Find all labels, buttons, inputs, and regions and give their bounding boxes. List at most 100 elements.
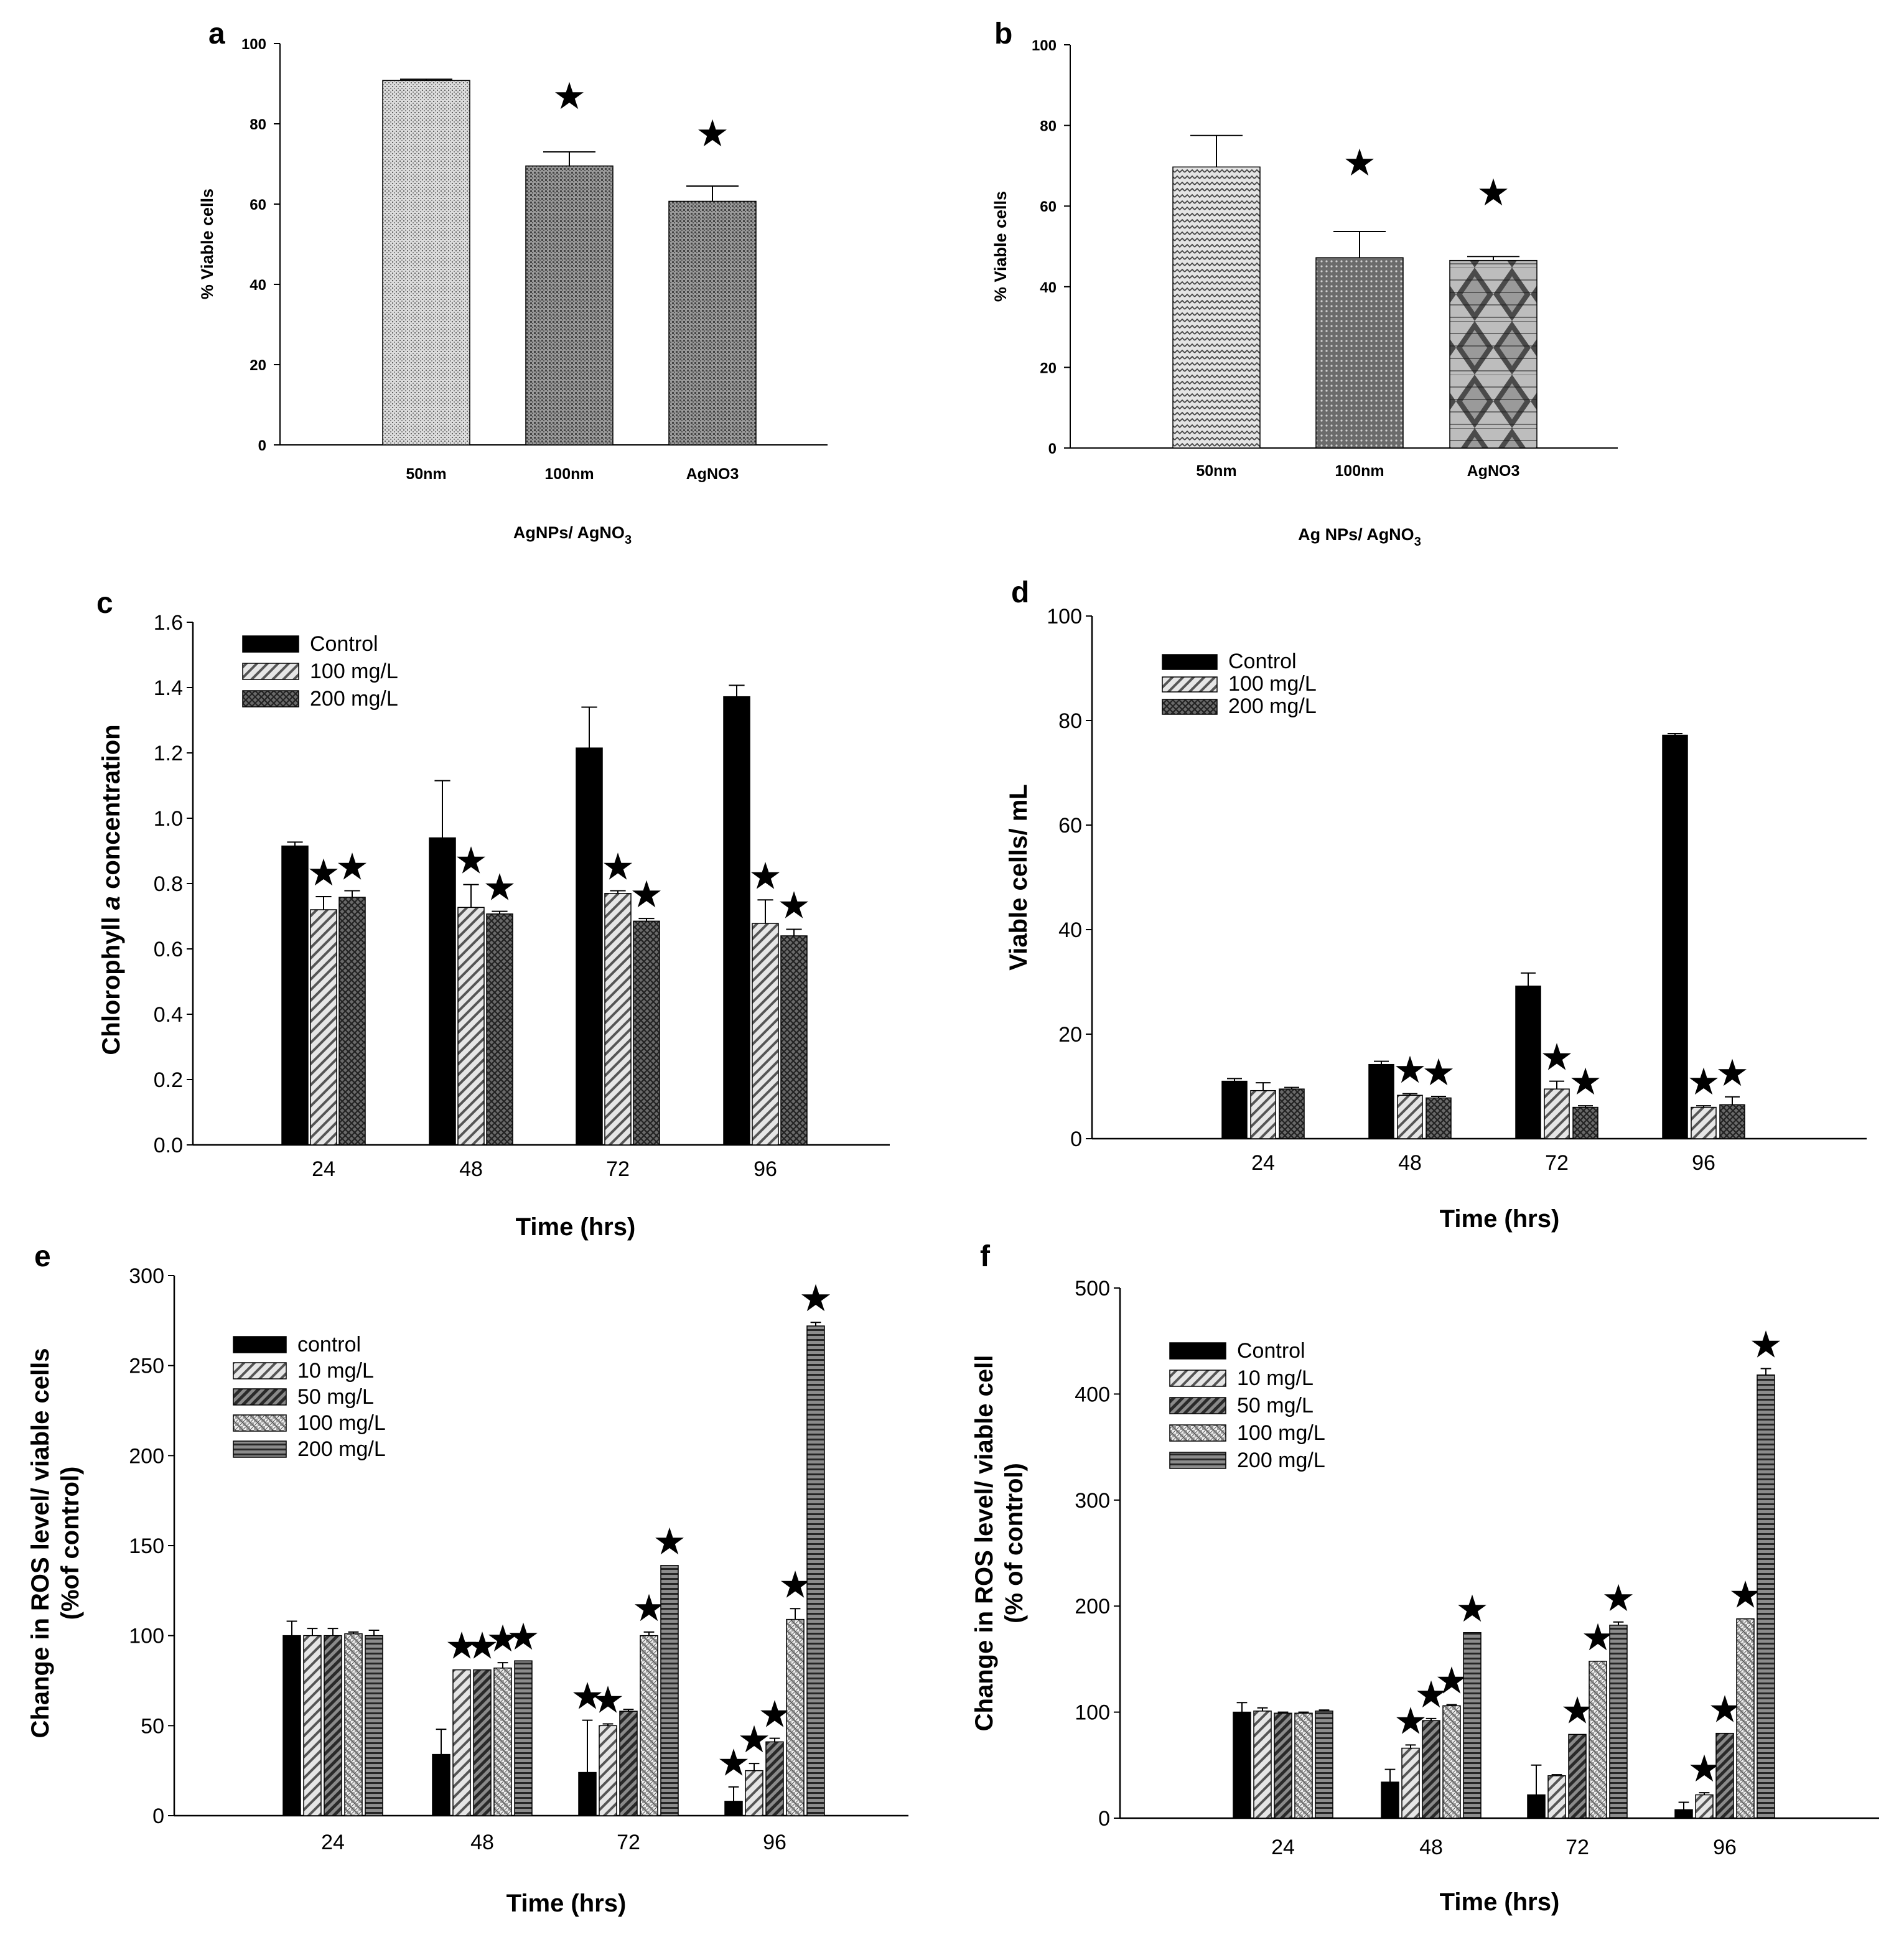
bar — [604, 893, 632, 1146]
x-tick-label: 48 — [1398, 1151, 1422, 1175]
significance-star: ★ — [1561, 1689, 1594, 1731]
legend-swatch — [233, 1388, 287, 1406]
legend-swatch — [1169, 1397, 1226, 1414]
significance-star: ★ — [454, 840, 488, 882]
panel-c-label: c — [96, 587, 113, 620]
panel-e-y-axis-title-2: (%of control) — [57, 1467, 84, 1620]
y-tick-label: 200 — [1075, 1595, 1110, 1618]
y-tick-label: 40 — [1040, 279, 1057, 296]
y-tick-label: 250 — [129, 1355, 164, 1378]
bar — [599, 1725, 617, 1816]
bar — [806, 1325, 825, 1816]
significance-star: ★ — [1343, 142, 1376, 184]
significance-star: ★ — [591, 1679, 625, 1720]
panel-e-y-ticks: 0 50 100 150 200 250 300 — [129, 1264, 174, 1828]
x-tick-label: 72 — [617, 1831, 640, 1854]
bar — [640, 1635, 658, 1816]
y-tick-label: 60 — [250, 197, 266, 213]
x-tick-label: 100nm — [1335, 462, 1384, 480]
bar — [452, 1669, 471, 1816]
legend-swatch — [1162, 676, 1218, 693]
x-tick-label: 72 — [606, 1157, 630, 1181]
panel-d-y-ticks: 0 20 40 60 80 100 — [1047, 605, 1092, 1151]
bar — [473, 1669, 492, 1816]
x-tick-label: 24 — [1271, 1836, 1295, 1859]
panel-f-legend: Control 10 mg/L 50 mg/L 100 mg/L 200 mg/L — [1169, 1339, 1325, 1472]
y-tick-label: 20 — [250, 357, 266, 374]
significance-star: ★ — [1455, 1588, 1489, 1630]
bar — [1426, 1097, 1452, 1139]
significance-star: ★ — [630, 874, 663, 915]
y-tick-label: 1.2 — [154, 742, 183, 765]
bar — [432, 1753, 450, 1816]
significance-star: ★ — [777, 885, 811, 926]
significance-star: ★ — [1569, 1061, 1602, 1103]
significance-star: ★ — [1422, 1052, 1455, 1093]
bar — [1547, 1775, 1566, 1819]
bar — [1397, 1095, 1423, 1139]
significance-star: ★ — [653, 1521, 686, 1562]
y-tick-label: 20 — [1058, 1023, 1082, 1047]
bar — [493, 1667, 512, 1816]
significance-star: ★ — [737, 1719, 771, 1760]
panel-a-label: a — [208, 17, 225, 50]
y-tick-label: 0.0 — [154, 1134, 183, 1157]
y-tick-label: 100 — [1047, 605, 1082, 628]
significance-star: ★ — [1687, 1061, 1720, 1103]
x-tick-label: 96 — [763, 1831, 786, 1854]
bar — [514, 1660, 533, 1816]
x-tick-label: 50nm — [1196, 462, 1236, 480]
bar — [1544, 1088, 1570, 1139]
legend-swatch — [1169, 1452, 1226, 1469]
panel-d-x-axis-title: Time (hrs) — [1440, 1205, 1560, 1233]
y-tick-label: 100 — [241, 36, 266, 53]
panel-b-y-ticks: 0 20 40 60 80 100 — [1032, 37, 1070, 457]
bar — [780, 935, 808, 1146]
bar — [1695, 1794, 1714, 1819]
bar — [1736, 1618, 1755, 1819]
y-tick-label: 0 — [1048, 441, 1057, 457]
panel-c-x-axis-title: Time (hrs) — [516, 1213, 636, 1241]
bar — [281, 845, 309, 1146]
significance-star: ★ — [717, 1742, 750, 1784]
panel-c-x-ticklabels: 24 48 72 96 — [312, 1157, 777, 1181]
bar — [429, 837, 456, 1146]
legend-label: 100 mg/L — [1228, 672, 1317, 696]
bar — [338, 897, 366, 1146]
panel-e-bars: ★★★★★★★★★★★★★ — [282, 1277, 833, 1816]
significance-star: ★ — [1477, 172, 1510, 213]
legend-label: 50 mg/L — [1237, 1394, 1314, 1417]
legend-label: control — [297, 1333, 361, 1356]
significance-star: ★ — [632, 1587, 666, 1629]
y-tick-label: 0.8 — [154, 872, 183, 896]
legend-label: 10 mg/L — [297, 1359, 374, 1383]
panel-b-x-axis-title: Ag NPs/ AgNO3 — [1298, 525, 1421, 549]
significance-star: ★ — [1393, 1049, 1427, 1091]
bar — [1568, 1734, 1587, 1819]
bar — [1401, 1747, 1420, 1819]
x-tick-label: 96 — [754, 1157, 777, 1181]
significance-star: ★ — [1749, 1324, 1783, 1366]
significance-star: ★ — [465, 1625, 499, 1667]
bar — [1449, 259, 1538, 449]
significance-star: ★ — [601, 846, 635, 888]
x-tick-label: 100nm — [544, 465, 594, 483]
bar — [1674, 1809, 1693, 1819]
significance-star: ★ — [758, 1694, 791, 1735]
panel-c-legend: Control 100 mg/L 200 mg/L — [242, 632, 398, 711]
panel-f-bars: ★★★ ★ ★★★★★ ★★ — [1233, 1324, 1783, 1819]
legend-swatch — [1169, 1424, 1226, 1442]
panel-d-y-axis-title: Viable cells/ mL — [1005, 784, 1032, 970]
panel-a-y-ticks: 0 20 40 60 80 100 — [241, 36, 280, 454]
legend-swatch — [1169, 1342, 1226, 1360]
legend-label: 100 mg/L — [297, 1411, 386, 1435]
legend-swatch — [1162, 699, 1218, 715]
y-tick-label: 80 — [1058, 709, 1082, 733]
y-tick-label: 0.4 — [154, 1003, 183, 1027]
bar — [786, 1618, 805, 1816]
panel-d-axes — [1091, 616, 1867, 1140]
panel-f-y-ticks: 0 100 200 300 400 500 — [1075, 1277, 1120, 1831]
bar — [578, 1771, 597, 1816]
